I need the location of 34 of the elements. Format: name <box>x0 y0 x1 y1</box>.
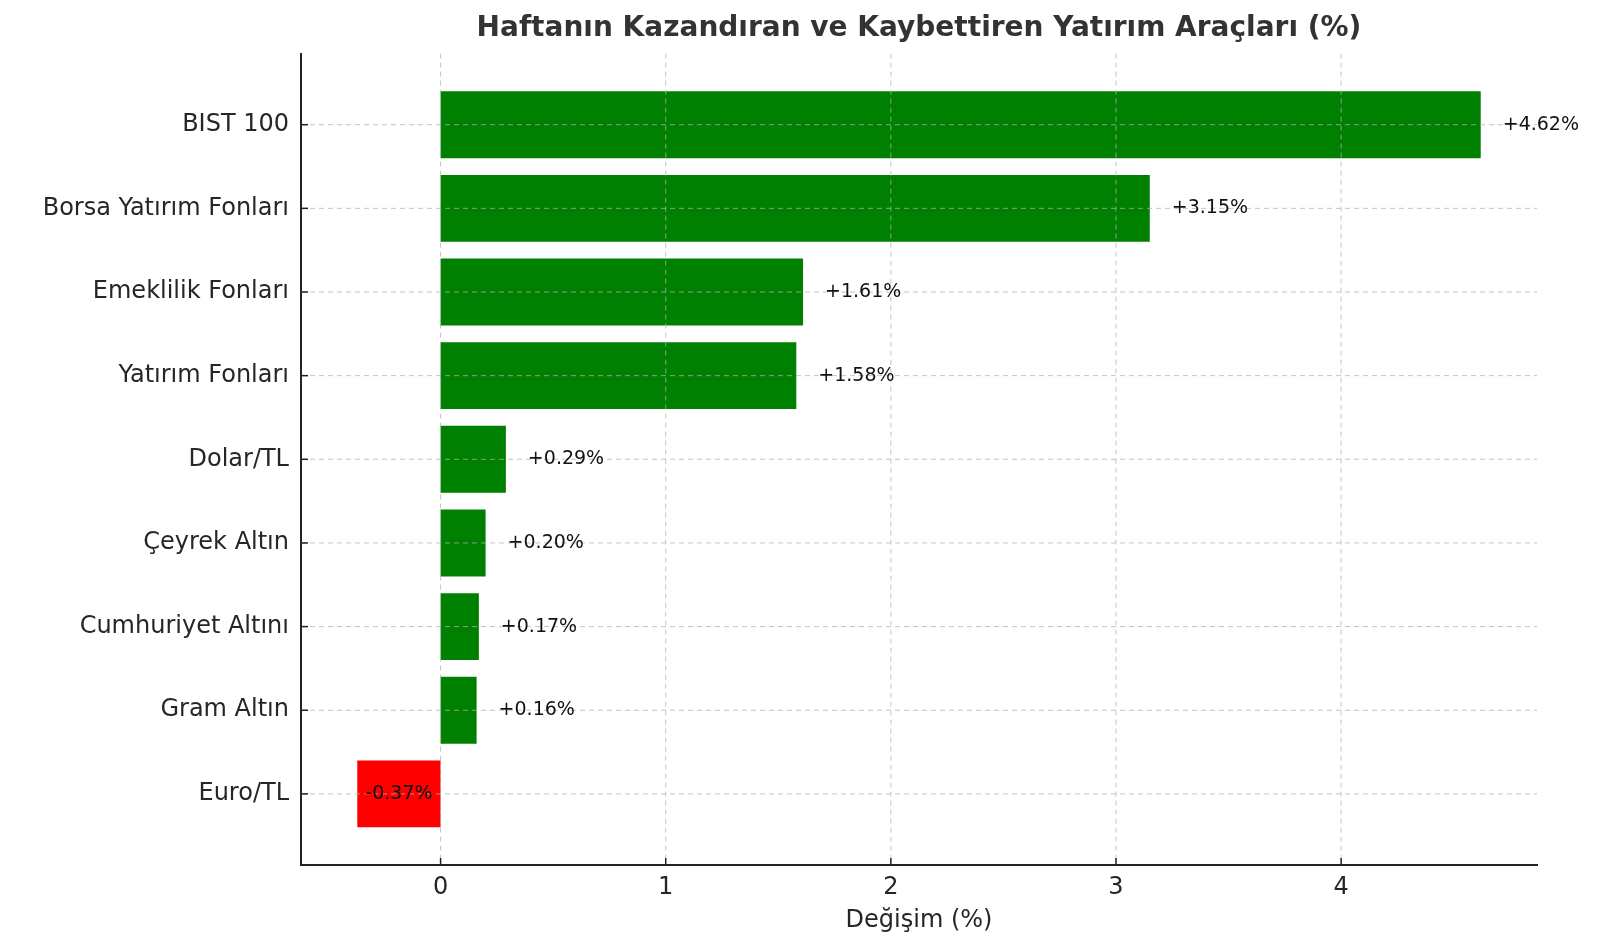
data-label: +0.17% <box>500 613 578 636</box>
y-tick-label: Çeyrek Altın <box>143 527 289 556</box>
y-tick-label: Dolar/TL <box>188 443 290 472</box>
bar <box>440 425 506 493</box>
x-tick-label: 1 <box>658 871 674 900</box>
bar <box>440 509 486 577</box>
y-tick-label: BIST 100 <box>182 108 289 137</box>
x-tick-label: 2 <box>883 871 899 900</box>
y-tick-label: Euro/TL <box>198 778 290 807</box>
y-tick-label: Emeklilik Fonları <box>92 276 289 305</box>
chart-title: Haftanın Kazandıran ve Kaybettiren Yatırım Araçları (%) <box>476 10 1362 44</box>
x-axis-title: Değişim (%) <box>845 904 993 933</box>
data-label: -0.37% <box>365 780 433 803</box>
data-label: +1.58% <box>818 362 895 385</box>
data-label: +1.61% <box>825 278 902 301</box>
bar <box>440 342 797 410</box>
y-tick-label: Borsa Yatırım Fonları <box>42 192 289 221</box>
data-label: +3.15% <box>1171 195 1249 218</box>
bar <box>440 91 1481 159</box>
y-tick-label: Gram Altın <box>160 694 289 723</box>
y-tick-label: Cumhuriyet Altını <box>79 610 289 639</box>
bar <box>440 593 479 661</box>
bar <box>440 258 804 326</box>
y-tick-label: Yatırım Fonları <box>117 359 289 388</box>
data-label: +0.29% <box>527 446 605 469</box>
bar <box>357 760 441 828</box>
data-label: +4.62% <box>1502 111 1579 134</box>
x-tick-label: 0 <box>432 871 449 900</box>
bar <box>440 676 477 744</box>
bar <box>440 174 1150 242</box>
data-label: +0.20% <box>507 529 584 552</box>
x-tick-label: 4 <box>1333 871 1349 900</box>
x-tick-label: 3 <box>1108 871 1124 900</box>
data-label: +0.16% <box>498 697 575 720</box>
